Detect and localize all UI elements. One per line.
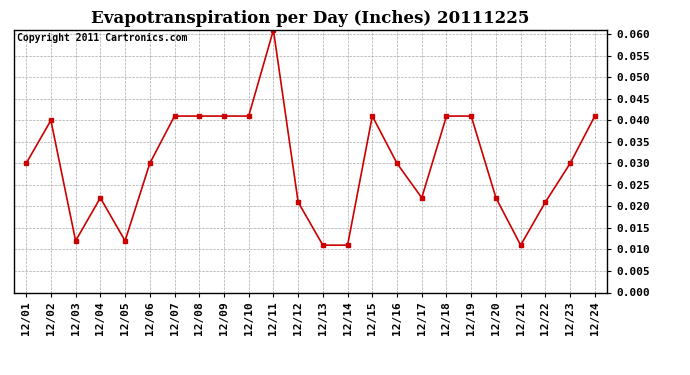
Title: Evapotranspiration per Day (Inches) 20111225: Evapotranspiration per Day (Inches) 2011… <box>91 10 530 27</box>
Text: Copyright 2011 Cartronics.com: Copyright 2011 Cartronics.com <box>17 33 187 43</box>
